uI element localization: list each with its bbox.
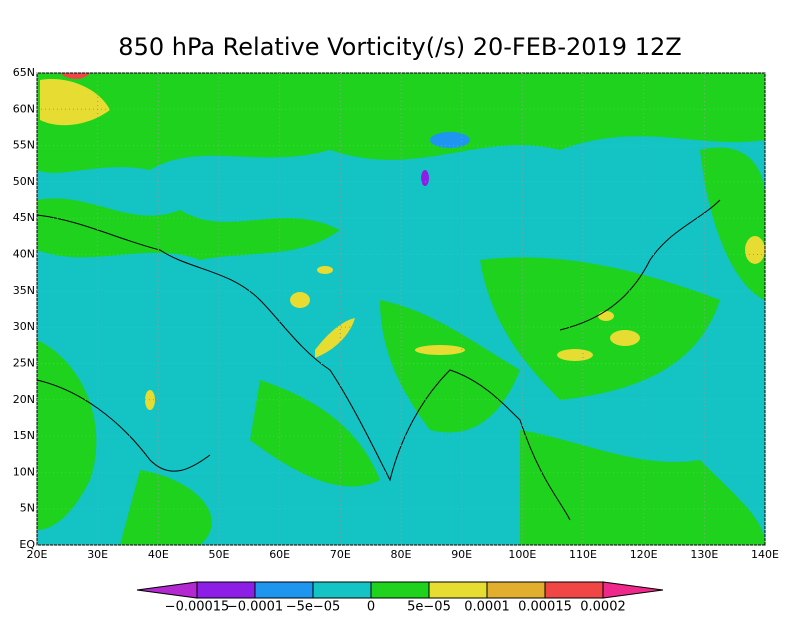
lon-tick-label: 140E [751, 548, 779, 561]
colorbar-segment [428, 581, 488, 599]
colorbar-label: 0.0001 [464, 600, 510, 615]
lat-tick-label: 35N [13, 284, 35, 297]
lon-tick-label: 100E [508, 548, 536, 561]
colorbar-label: −5e−05 [286, 600, 341, 615]
lat-tick-label: 50N [13, 175, 35, 188]
colorbar-arrow [602, 581, 664, 599]
lon-tick-label: 110E [569, 548, 597, 561]
colorbar-label: −0.0001 [227, 600, 283, 615]
lon-tick-label: 50E [209, 548, 230, 561]
colorbar-segment [486, 581, 546, 599]
lat-tick-label: 60N [13, 102, 35, 115]
lon-tick-label: 90E [451, 548, 472, 561]
lon-tick-label: 60E [269, 548, 290, 561]
lon-tick-label: 70E [330, 548, 351, 561]
colorbar-segment [544, 581, 604, 599]
colorbar-label: 0.0002 [580, 600, 626, 615]
colorbar-label: 0 [367, 600, 375, 615]
colorbar-segment [312, 581, 372, 599]
colorbar-segment [370, 581, 430, 599]
lat-tick-label: 20N [13, 393, 35, 406]
lat-tick-label: 40N [13, 248, 35, 261]
lat-tick-label: 30N [13, 320, 35, 333]
lon-tick-label: 130E [690, 548, 718, 561]
colorbar-segment [254, 581, 314, 599]
lon-tick-label: 120E [630, 548, 658, 561]
colorbar-segment [196, 581, 256, 599]
lat-tick-label: 55N [13, 139, 35, 152]
colorbar-label: 0.00015 [518, 600, 572, 615]
colorbar-label: 5e−05 [407, 600, 451, 615]
map-title: 850 hPa Relative Vorticity(/s) 20-FEB-20… [118, 33, 681, 61]
lat-tick-label: 15N [13, 429, 35, 442]
lat-tick-label: 5N [20, 502, 35, 515]
lat-tick-label: 45N [13, 211, 35, 224]
lat-tick-label: EQ [19, 538, 35, 551]
lon-tick-label: 40E [148, 548, 169, 561]
lon-tick-label: 80E [391, 548, 412, 561]
lat-tick-label: 65N [13, 66, 35, 79]
colorbar-arrow [136, 581, 198, 599]
lat-tick-label: 25N [13, 356, 35, 369]
lon-tick-label: 20E [27, 548, 48, 561]
colorbar-label: −0.00015 [165, 600, 230, 615]
lon-tick-label: 30E [87, 548, 108, 561]
lat-tick-label: 10N [13, 465, 35, 478]
